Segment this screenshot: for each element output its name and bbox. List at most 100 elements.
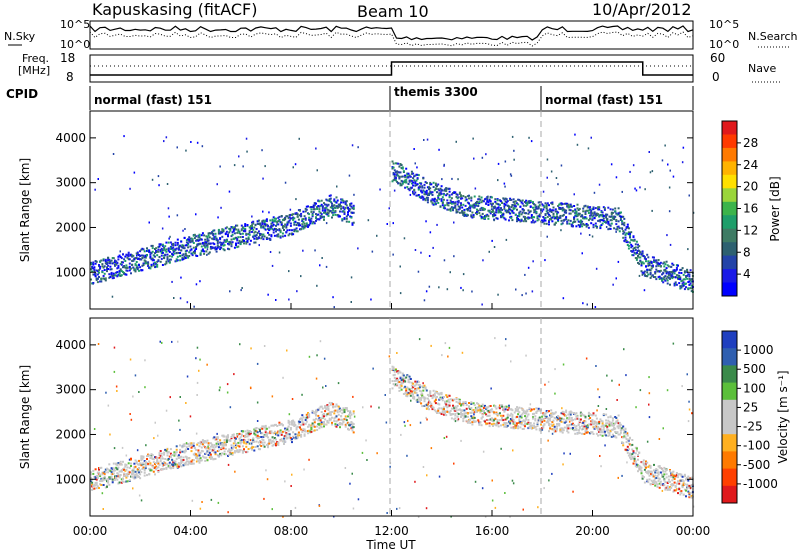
echo-cell bbox=[565, 409, 568, 412]
echo-cell bbox=[351, 222, 354, 225]
echo-cell bbox=[118, 475, 121, 478]
echo-cell bbox=[437, 409, 440, 412]
echo-cell bbox=[655, 261, 658, 264]
echo-cell bbox=[453, 398, 456, 401]
echo-cell bbox=[621, 427, 624, 430]
echo-cell bbox=[158, 463, 161, 466]
echo-cell bbox=[524, 425, 526, 428]
echo-cell bbox=[340, 418, 343, 421]
echo-cell bbox=[167, 247, 170, 250]
echo-cell bbox=[391, 180, 394, 183]
echo-cell bbox=[183, 443, 186, 446]
echo-cell bbox=[432, 246, 434, 249]
echo-cell bbox=[91, 262, 94, 265]
echo-cell bbox=[559, 428, 562, 431]
echo-cell bbox=[559, 430, 562, 433]
echo-cell bbox=[425, 191, 428, 194]
echo-cell bbox=[552, 215, 555, 218]
echo-cell bbox=[553, 425, 556, 428]
echo-cell bbox=[627, 231, 630, 234]
echo-cell bbox=[214, 438, 217, 441]
echo-cell bbox=[590, 414, 593, 417]
echo-cell bbox=[100, 477, 103, 480]
echo-cell bbox=[615, 230, 617, 233]
echo-cell bbox=[276, 443, 279, 446]
echo-cell bbox=[396, 379, 399, 382]
echo-cell bbox=[106, 266, 108, 269]
echo-cell bbox=[521, 412, 524, 415]
echo-cell bbox=[496, 198, 499, 201]
echo-cell bbox=[514, 426, 517, 429]
echo-cell bbox=[536, 216, 539, 218]
echo-cell bbox=[333, 198, 336, 201]
echo-cell bbox=[327, 421, 330, 424]
echo-cell bbox=[315, 413, 317, 416]
echo-cell bbox=[673, 270, 676, 273]
echo-cell bbox=[91, 282, 94, 285]
echo-cell bbox=[293, 228, 296, 231]
echo-cell bbox=[344, 200, 347, 203]
echo-cell bbox=[286, 427, 289, 430]
echo-cell bbox=[288, 423, 291, 426]
echo-cell bbox=[606, 220, 609, 222]
echo-cell bbox=[96, 471, 99, 474]
echo-cell bbox=[527, 413, 530, 416]
echo-cell bbox=[120, 470, 123, 473]
echo-cell bbox=[203, 252, 206, 255]
echo-cell bbox=[534, 220, 537, 223]
echo-cell bbox=[563, 209, 566, 212]
echo-cell bbox=[554, 428, 557, 431]
echo-cell bbox=[339, 423, 341, 426]
echo-cell bbox=[471, 423, 474, 426]
echo-cell bbox=[482, 217, 485, 220]
echo-cell bbox=[641, 271, 644, 274]
echo-cell bbox=[550, 423, 553, 426]
echo-cell bbox=[260, 237, 263, 240]
echo-cell bbox=[300, 435, 303, 438]
echo-cell bbox=[424, 191, 427, 194]
echo-cell bbox=[472, 416, 475, 419]
echo-cell bbox=[664, 268, 667, 271]
echo-cell bbox=[166, 183, 169, 185]
echo-cell bbox=[453, 406, 456, 409]
echo-cell bbox=[280, 438, 283, 441]
echo-cell bbox=[407, 183, 410, 185]
echo-cell bbox=[653, 276, 655, 278]
echo-cell bbox=[526, 409, 529, 412]
echo-cell bbox=[182, 229, 184, 232]
echo-cell bbox=[556, 217, 558, 220]
echo-cell bbox=[208, 251, 211, 254]
echo-cell bbox=[260, 427, 263, 430]
echo-cell bbox=[192, 459, 195, 462]
echo-cell bbox=[217, 228, 220, 231]
echo-cell bbox=[590, 431, 593, 434]
echo-cell bbox=[318, 424, 321, 427]
echo-cell bbox=[585, 429, 588, 432]
echo-cell bbox=[511, 409, 514, 412]
echo-cell bbox=[136, 266, 139, 269]
echo-cell bbox=[260, 432, 263, 435]
echo-cell bbox=[456, 415, 459, 418]
echo-cell bbox=[126, 474, 129, 477]
echo-cell bbox=[418, 185, 421, 188]
echo-cell bbox=[452, 209, 454, 212]
echo-cell bbox=[135, 460, 138, 463]
echo-cell bbox=[236, 433, 239, 436]
echo-cell bbox=[458, 408, 461, 411]
echo-cell bbox=[221, 230, 224, 233]
echo-cell bbox=[407, 188, 410, 190]
echo-cell bbox=[158, 256, 161, 258]
echo-cell bbox=[610, 163, 613, 166]
echo-cell bbox=[336, 423, 339, 426]
echo-cell bbox=[272, 220, 275, 223]
echo-cell bbox=[496, 423, 499, 426]
echo-cell bbox=[551, 201, 554, 204]
echo-cell bbox=[541, 427, 544, 430]
echo-cell bbox=[295, 224, 298, 226]
echo-cell bbox=[142, 264, 145, 266]
echo-cell bbox=[327, 209, 330, 212]
echo-cell bbox=[650, 265, 653, 268]
echo-cell bbox=[567, 219, 570, 222]
echo-cell bbox=[327, 405, 330, 408]
echo-cell bbox=[119, 268, 122, 271]
